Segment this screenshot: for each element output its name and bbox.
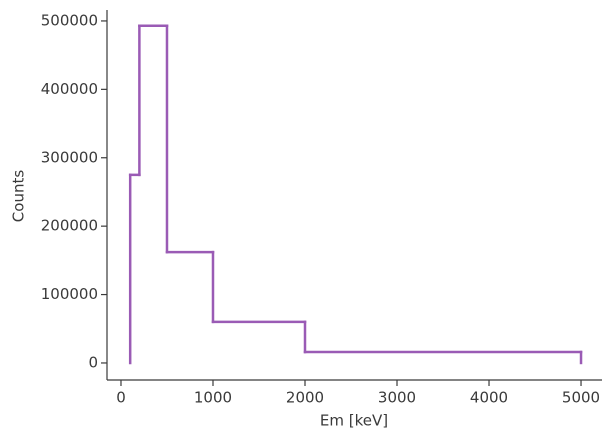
x-tick-label: 5000 <box>562 389 600 407</box>
y-tick-label: 500000 <box>41 11 98 29</box>
y-tick-label: 0 <box>88 353 98 371</box>
x-tick-label: 1000 <box>194 389 232 407</box>
x-tick-label: 0 <box>116 389 126 407</box>
y-tick-label: 100000 <box>41 285 98 303</box>
y-tick-label: 400000 <box>41 80 98 98</box>
y-axis-label: Counts <box>10 170 28 223</box>
y-tick-label: 300000 <box>41 148 98 166</box>
x-tick-label: 4000 <box>470 389 508 407</box>
x-tick-label: 2000 <box>286 389 324 407</box>
x-axis-label: Em [keV] <box>320 412 388 430</box>
y-tick-label: 200000 <box>41 217 98 235</box>
x-tick-label: 3000 <box>378 389 416 407</box>
